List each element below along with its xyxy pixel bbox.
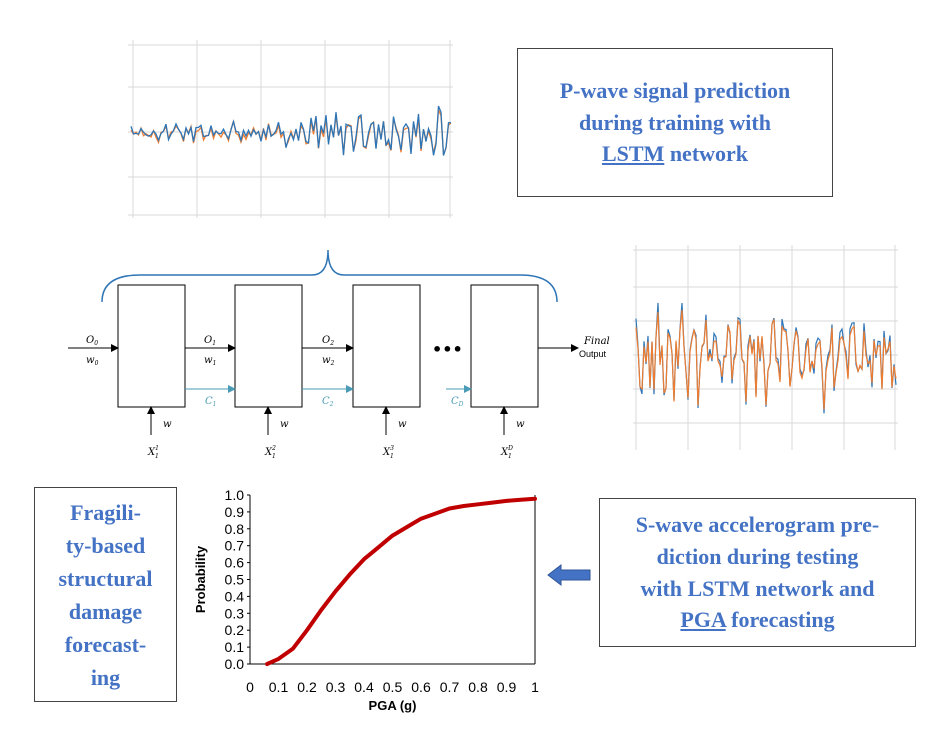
x-tick-label: 0.6 bbox=[411, 679, 431, 695]
s-wave-description-box: S-wave accelerogram pre- diction during … bbox=[599, 498, 916, 647]
x-tick-label: 1 bbox=[531, 679, 539, 695]
fragility-curve-chart: 0.00.10.20.30.40.50.60.70.80.91.0 0 0.1 0.… bbox=[193, 487, 539, 713]
w1-label: w1 bbox=[204, 355, 216, 367]
y-tick-label: 0.4 bbox=[225, 588, 245, 604]
bottom-w-4: w bbox=[516, 419, 525, 430]
fragility-text-line-1: Fragili- bbox=[70, 499, 141, 525]
p-wave-text-line-3-rest: network bbox=[664, 141, 749, 167]
lstm-link[interactable]: LSTM bbox=[601, 141, 665, 167]
s-wave-predicted-line bbox=[635, 309, 897, 410]
fragility-text-line-5: forecast- bbox=[64, 631, 147, 657]
lstm-cell-4 bbox=[470, 284, 539, 408]
output-label: Output bbox=[579, 349, 607, 359]
x-tick-label: 0.1 bbox=[269, 679, 289, 695]
x-input-3: X3 1 bbox=[382, 445, 394, 460]
y-tick-label: 1.0 bbox=[225, 487, 245, 503]
fragility-text-line-3: structural bbox=[58, 565, 153, 591]
pga-link[interactable]: PGA bbox=[680, 607, 726, 633]
x-tick-label: 0.4 bbox=[354, 679, 374, 695]
bottom-w-2: w bbox=[280, 419, 289, 430]
c2-label: C2 bbox=[322, 396, 334, 408]
y-tick-label: 0.2 bbox=[225, 622, 245, 638]
y-tick-label: 0.3 bbox=[225, 605, 245, 621]
ellipsis: ••• bbox=[432, 340, 463, 359]
x-tick-label: 0.2 bbox=[297, 679, 317, 695]
fragility-description-box: Fragili- ty-based structural damage fore… bbox=[34, 487, 177, 702]
fragility-text-line-6: ing bbox=[90, 664, 121, 690]
y-tick-label: 0.8 bbox=[225, 521, 245, 537]
y-tick-label: 0.5 bbox=[225, 572, 245, 588]
s-wave-accelerogram-plot bbox=[633, 245, 898, 450]
s-wave-text-line-1: S-wave accelerogram pre- bbox=[635, 511, 880, 537]
y-tick-label: 0.6 bbox=[225, 555, 245, 571]
x-input-2: X2 1 bbox=[264, 445, 276, 460]
y-tick-label: 0.0 bbox=[225, 656, 245, 672]
lstm-cell-3 bbox=[352, 284, 421, 408]
o0-label: O0 bbox=[86, 335, 98, 347]
p-wave-text-line-1: P-wave signal prediction bbox=[559, 77, 791, 103]
fragility-text-line-4: damage bbox=[68, 598, 143, 624]
bottom-w-3: w bbox=[398, 419, 407, 430]
bottom-w-1: w bbox=[163, 419, 172, 430]
chart-x-axis-label: PGA (g) bbox=[369, 698, 417, 713]
x-input-4: XD 1 bbox=[500, 445, 513, 460]
x-tick-label: 0.8 bbox=[468, 679, 488, 695]
lstm-network-diagram: O0 w0 O1 w1 O2 w2 C1 C2 CD w w w w X1 1 X… bbox=[68, 249, 610, 460]
lstm-cell-1 bbox=[117, 284, 186, 408]
y-tick-label: 0.7 bbox=[225, 538, 245, 554]
x-tick-label: 0.7 bbox=[440, 679, 460, 695]
y-tick-label: 0.9 bbox=[225, 504, 245, 520]
x-tick-label: 0.9 bbox=[497, 679, 517, 695]
x-input-1: X1 1 bbox=[147, 445, 159, 460]
left-arrow-icon bbox=[547, 563, 591, 587]
w2-label: w2 bbox=[322, 355, 335, 367]
p-wave-signal-plot bbox=[128, 40, 453, 218]
o1-label: O1 bbox=[204, 335, 216, 347]
lstm-cell-2 bbox=[234, 284, 303, 408]
fragility-curve-line bbox=[265, 496, 537, 666]
s-wave-text-line-4-rest: forecasting bbox=[725, 607, 835, 633]
chart-y-axis-label: Probability bbox=[193, 545, 208, 613]
s-wave-text-line-3: with LSTM network and bbox=[640, 575, 875, 601]
p-wave-text-line-2: during training with bbox=[579, 109, 771, 135]
w0-label: w0 bbox=[86, 355, 99, 367]
c1-label: C1 bbox=[205, 396, 216, 408]
curly-brace bbox=[101, 249, 558, 303]
x-tick-label: 0 bbox=[246, 679, 254, 695]
y-tick-label: 0.1 bbox=[225, 639, 245, 655]
o2-label: O2 bbox=[322, 335, 334, 347]
final-label: Final bbox=[583, 336, 610, 347]
x-tick-label: 0.3 bbox=[326, 679, 346, 695]
cd-label: CD bbox=[451, 396, 464, 408]
fragility-text-line-2: ty-based bbox=[65, 532, 146, 558]
p-wave-actual-line bbox=[130, 105, 452, 156]
x-tick-label: 0.5 bbox=[383, 679, 403, 695]
p-wave-description-box: P-wave signal prediction during training… bbox=[517, 48, 833, 197]
s-wave-text-line-2: diction during testing bbox=[656, 543, 859, 569]
